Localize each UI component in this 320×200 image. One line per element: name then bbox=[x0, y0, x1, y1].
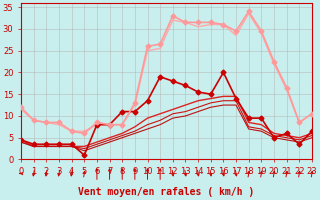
X-axis label: Vent moyen/en rafales ( km/h ): Vent moyen/en rafales ( km/h ) bbox=[78, 187, 255, 197]
